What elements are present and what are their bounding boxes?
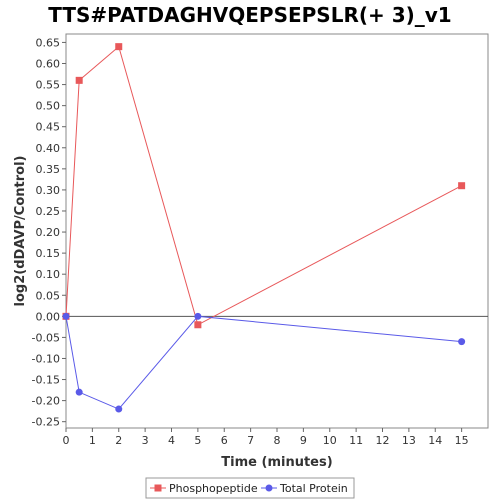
x-tick-label: 14	[428, 434, 442, 447]
x-tick-label: 6	[221, 434, 228, 447]
x-tick-label: 15	[455, 434, 469, 447]
y-tick-label: 0.15	[36, 247, 61, 260]
x-tick-label: 3	[142, 434, 149, 447]
x-tick-label: 2	[115, 434, 122, 447]
x-axis-label: Time (minutes)	[221, 455, 332, 470]
data-point	[75, 388, 83, 396]
chart-title: TTS#PATDAGHVQEPSEPSLR(+ 3)_v1	[48, 3, 452, 27]
legend-label: Total Protein	[279, 482, 348, 495]
data-point	[194, 321, 202, 329]
y-tick-label: 0.45	[36, 121, 61, 134]
y-axis-label: log2(dDAVP/Control)	[13, 156, 28, 307]
y-tick-label: 0.55	[36, 79, 61, 92]
y-tick-label: -0.10	[32, 352, 60, 365]
x-tick-label: 9	[300, 434, 307, 447]
y-tick-label: 0.05	[36, 289, 61, 302]
y-tick-label: 0.20	[36, 226, 61, 239]
y-tick-label: -0.25	[32, 416, 60, 429]
y-tick-label: -0.20	[32, 395, 60, 408]
legend-label: Phosphopeptide	[169, 482, 258, 495]
y-tick-label: 0.30	[36, 184, 61, 197]
data-point	[75, 76, 83, 84]
x-tick-label: 10	[323, 434, 337, 447]
y-tick-label: -0.05	[32, 331, 60, 344]
legend-marker	[154, 484, 162, 492]
y-tick-label: 0.50	[36, 100, 61, 113]
x-tick-label: 5	[194, 434, 201, 447]
x-tick-label: 1	[89, 434, 96, 447]
x-tick-label: 13	[402, 434, 416, 447]
y-tick-label: 0.65	[36, 36, 61, 49]
data-point	[194, 312, 202, 320]
legend-box	[145, 477, 355, 499]
legend-marker	[265, 484, 273, 492]
x-tick-label: 4	[168, 434, 175, 447]
plot-area	[65, 33, 489, 429]
data-point	[115, 43, 123, 51]
x-tick-label: 0	[63, 434, 70, 447]
y-tick-label: 0.00	[36, 310, 61, 323]
x-tick-label: 12	[376, 434, 390, 447]
data-point	[115, 405, 123, 413]
data-point	[458, 182, 466, 190]
y-tick-label: 0.10	[36, 268, 61, 281]
y-tick-label: 0.40	[36, 142, 61, 155]
y-tick-label: 0.60	[36, 57, 61, 70]
data-point	[458, 338, 466, 346]
y-tick-label: 0.25	[36, 205, 61, 218]
x-tick-label: 7	[247, 434, 254, 447]
x-tick-label: 8	[274, 434, 281, 447]
x-tick-label: 11	[349, 434, 363, 447]
data-point	[62, 312, 70, 320]
y-tick-label: 0.35	[36, 163, 61, 176]
y-tick-label: -0.15	[32, 374, 60, 387]
